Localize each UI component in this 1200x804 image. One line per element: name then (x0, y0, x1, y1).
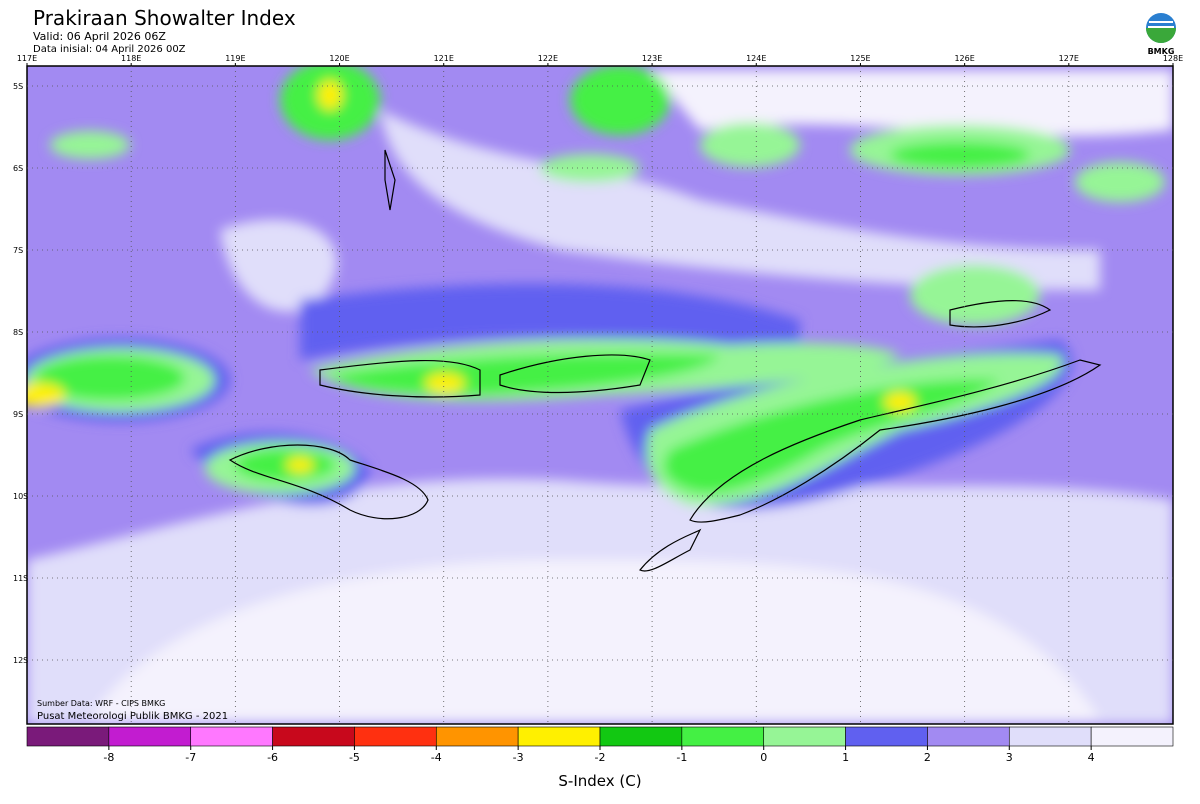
colorbar-tick-label: -5 (349, 751, 360, 764)
colorbar-tick-label: -8 (103, 751, 114, 764)
colorbar-swatch (354, 726, 437, 747)
valid-time: Valid: 06 April 2026 06Z (33, 30, 166, 43)
colorbar-tick-label: 0 (760, 751, 767, 764)
colorbar-tick-label: -7 (185, 751, 196, 764)
colorbar-swatch (927, 726, 1010, 747)
lon-label: 128E (1163, 54, 1183, 63)
colorbar-swatch (435, 726, 519, 747)
colorbar-tick-label: -1 (676, 751, 687, 764)
lat-label: 10S (13, 492, 28, 501)
colorbar-swatch (108, 726, 192, 747)
colorbar-tick-label: 3 (1006, 751, 1013, 764)
lon-label: 117E (17, 54, 37, 63)
map-field (27, 66, 1173, 724)
logo-text: BMKG (1148, 47, 1175, 56)
colorbar-tick-label: 4 (1088, 751, 1095, 764)
init-time: Data inisial: 04 April 2026 00Z (33, 44, 186, 55)
colorbar-swatch (599, 726, 683, 747)
colorbar-swatch (26, 726, 110, 747)
colorbar-tick-label: 1 (842, 751, 849, 764)
lon-label: 120E (329, 54, 349, 63)
map-frame (26, 65, 1174, 725)
title: Prakiraan Showalter Index (33, 6, 296, 30)
lon-label: 127E (1059, 54, 1079, 63)
colorbar-swatch (1008, 726, 1092, 747)
colorbar-tick-label: -2 (595, 751, 606, 764)
lat-label: 6S (13, 164, 23, 173)
colorbar-tick-label: -4 (431, 751, 442, 764)
colorbar-swatch (681, 726, 765, 747)
colorbar-swatch (190, 726, 273, 747)
credit-note: Pusat Meteorologi Publik BMKG - 2021 (37, 711, 228, 722)
colorbar-swatch (517, 726, 601, 747)
lon-label: 118E (121, 54, 141, 63)
lat-label: 12S (13, 656, 28, 665)
source-note: Sumber Data: WRF - CIPS BMKG (37, 699, 165, 708)
colorbar-label: S-Index (C) (558, 772, 641, 790)
lon-label: 126E (954, 54, 974, 63)
colorbar-swatch (845, 726, 928, 747)
lon-label: 125E (850, 54, 870, 63)
lon-label: 123E (642, 54, 662, 63)
colorbar-swatch (763, 726, 846, 747)
lat-label: 7S (13, 246, 23, 255)
lat-label: 8S (13, 328, 23, 337)
lon-label: 124E (746, 54, 766, 63)
lat-label: 5S (13, 82, 23, 91)
lon-label: 121E (434, 54, 454, 63)
coastlines (228, 149, 1102, 572)
colorbar-tick-label: -6 (267, 751, 278, 764)
logo: BMKG (1146, 13, 1176, 56)
lat-label: 11S (13, 574, 28, 583)
colorbar-swatch (272, 726, 355, 747)
colorbar-tick-label: -3 (513, 751, 524, 764)
lat-label: 9S (13, 410, 23, 419)
lon-label: 122E (538, 54, 558, 63)
colorbar: -8 -7 -6 -5 -4 -3 -2 -1 0 1 2 3 4 (26, 726, 1174, 764)
colorbar-swatch (1090, 726, 1174, 747)
graticule: 117E 118E 119E 120E 121E 122E 123E 124E 125E 126E… (13, 54, 1183, 724)
lon-label: 119E (225, 54, 245, 63)
colorbar-tick-label: 2 (924, 751, 931, 764)
